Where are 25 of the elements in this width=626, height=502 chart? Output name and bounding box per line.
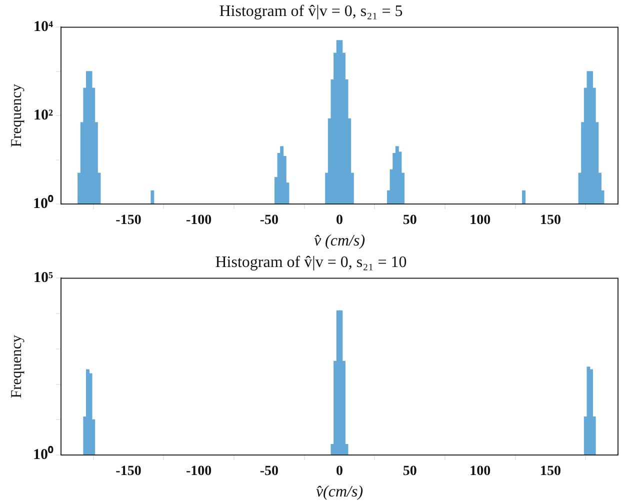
x-tick-label: -50 — [260, 213, 279, 228]
x-tick-label: 150 — [540, 464, 561, 480]
y-tick-label: 10⁵ — [34, 270, 54, 286]
x-tick-label: 150 — [540, 213, 561, 228]
x-tick-label: -100 — [186, 213, 212, 228]
x-tick-label: -150 — [116, 464, 142, 480]
x-tick-label: -100 — [186, 464, 212, 480]
chart-title: Histogram of v̂|v = 0, s₂₁ = 10 — [215, 254, 407, 271]
y-tick-label: 10⁰ — [33, 444, 54, 463]
chart-title: Histogram of v̂|v = 0, s₂₁ = 5 — [219, 2, 403, 20]
y-axis-title: Frequency — [8, 83, 25, 148]
y-tick-label: 10⁴ — [34, 19, 54, 36]
x-tick-label: -150 — [116, 213, 142, 228]
x-tick-label: 100 — [470, 464, 491, 480]
x-axis-title: v̂(cm/s) — [316, 484, 364, 501]
x-tick-label: 50 — [402, 464, 417, 480]
x-tick-label: 0 — [336, 464, 343, 480]
y-tick-label: 10⁰ — [33, 194, 54, 212]
x-tick-label: 0 — [336, 213, 343, 228]
x-tick-label: -50 — [260, 464, 279, 480]
x-axis-title: v̂ (cm/s) — [314, 232, 366, 250]
y-axis-title: Frequency — [8, 334, 25, 398]
y-tick-label: 10² — [34, 107, 54, 124]
x-tick-label: 50 — [402, 213, 417, 228]
x-tick-label: 100 — [470, 213, 491, 228]
